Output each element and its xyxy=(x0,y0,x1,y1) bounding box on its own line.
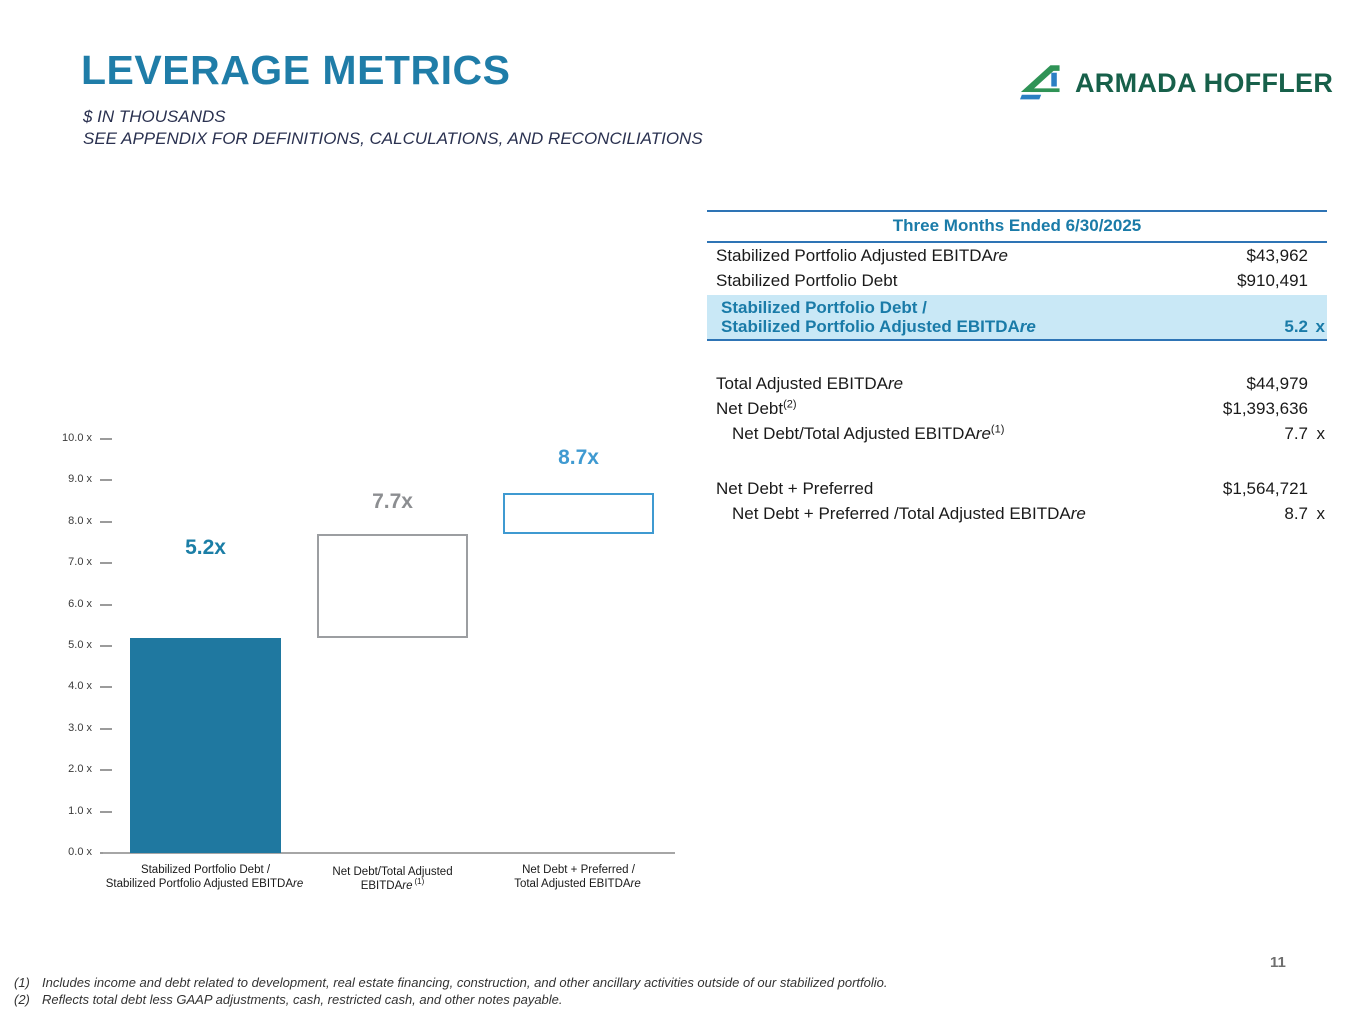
row-value: 8.7 x xyxy=(1284,504,1325,523)
row-label: Stabilized Portfolio Adjusted EBITDAre xyxy=(716,246,1008,265)
row-value: $44,979 xyxy=(1246,374,1308,393)
row-label: Net Debt + Preferred /Total Adjusted EBI… xyxy=(732,504,1086,523)
table-row: Net Debt + Preferred $1,564,721 xyxy=(707,476,1327,501)
row-label: Net Debt(2) xyxy=(716,398,797,418)
y-tick-mark xyxy=(100,686,112,689)
y-tick-label: 9.0 x xyxy=(68,473,92,486)
y-tick-mark xyxy=(100,438,112,440)
y-tick-label: 4.0 x xyxy=(68,680,92,693)
y-tick-label: 1.0 x xyxy=(68,804,92,817)
row-label: Stabilized Portfolio Debt / Stabilized P… xyxy=(721,298,1036,336)
footnotes: (1) Includes income and debt related to d… xyxy=(14,974,888,1008)
y-tick-mark xyxy=(100,645,112,647)
row-value: 7.7 x xyxy=(1284,424,1325,443)
y-tick-mark xyxy=(100,520,112,523)
page-number: 11 xyxy=(1270,954,1286,971)
footnote-1: (1) Includes income and debt related to d… xyxy=(14,975,888,990)
row-label: Net Debt + Preferred xyxy=(716,479,874,498)
y-tick-label: 0.0 x xyxy=(68,846,92,858)
bar-value-label: 5.2x xyxy=(185,535,226,559)
logo-text: ARMADA HOFFLER xyxy=(1075,68,1334,98)
bar-value-label: 7.7x xyxy=(372,490,413,514)
subtitle-appendix: SEE APPENDIX FOR DEFINITIONS, CALCULATIO… xyxy=(83,129,703,148)
y-tick-mark xyxy=(100,727,112,730)
y-tick-mark xyxy=(100,769,112,772)
chart-bar xyxy=(317,534,468,638)
y-tick-mark xyxy=(100,810,112,813)
table-row: Net Debt/Total Adjusted EBITDAre(1) 7.7 x xyxy=(707,421,1327,446)
y-tick-label: 5.0 x xyxy=(68,639,92,651)
chart-bar xyxy=(130,637,281,853)
y-tick-mark xyxy=(100,479,112,482)
row-label: Stabilized Portfolio Debt xyxy=(716,271,898,290)
row-value: $1,564,721 xyxy=(1222,479,1308,498)
x-axis-line xyxy=(103,852,675,854)
row-value: $1,393,636 xyxy=(1222,399,1308,418)
armada-hoffler-triangle-icon xyxy=(1020,60,1066,107)
table-row: Net Debt(2) $1,393,636 xyxy=(707,396,1327,421)
highlight-row: Stabilized Portfolio Debt / Stabilized P… xyxy=(707,295,1327,341)
y-tick-label: 2.0 x xyxy=(68,763,92,776)
page-title: LEVERAGE METRICS xyxy=(81,47,511,93)
x-category-label: Net Debt + Preferred / Total Adjusted EB… xyxy=(514,864,641,890)
y-tick-mark xyxy=(100,562,112,565)
y-tick-label: 3.0 x xyxy=(68,721,92,734)
row-value: $43,962 xyxy=(1246,246,1308,265)
x-category-label: Net Debt/Total Adjusted EBITDAre (1) xyxy=(332,866,453,892)
footnote-2: (2) Reflects total debt less GAAP adjustm… xyxy=(14,992,563,1007)
subtitle-units: $ IN THOUSANDS xyxy=(83,107,226,126)
row-value: $910,491 xyxy=(1237,271,1308,290)
y-tick-label: 7.0 x xyxy=(68,556,92,569)
y-tick-label: 10.0 x xyxy=(62,432,92,444)
table-row: Stabilized Portfolio Adjusted EBITDAre $… xyxy=(707,243,1327,268)
bar-value-label: 8.7x xyxy=(558,445,599,469)
subtitle-block: $ IN THOUSANDS SEE APPENDIX FOR DEFINITI… xyxy=(83,106,703,150)
row-label: Total Adjusted EBITDAre xyxy=(716,374,904,393)
y-tick-label: 8.0 x xyxy=(68,514,92,527)
x-category-label: Stabilized Portfolio Debt / Stabilized P… xyxy=(105,864,304,890)
table-row: Net Debt + Preferred /Total Adjusted EBI… xyxy=(707,501,1327,526)
y-tick-mark xyxy=(100,603,112,606)
y-tick-label: 6.0 x xyxy=(68,597,92,610)
chart-bar xyxy=(503,492,654,535)
table-header: Three Months Ended 6/30/2025 xyxy=(707,212,1327,243)
row-value: 5.2 x xyxy=(1284,317,1325,336)
row-label: Net Debt/Total Adjusted EBITDAre(1) xyxy=(732,423,1005,443)
company-logo: ARMADA HOFFLER xyxy=(1020,60,1333,107)
table-row: Total Adjusted EBITDAre $44,979 xyxy=(707,371,1327,396)
metrics-table: Three Months Ended 6/30/2025 Stabilized … xyxy=(707,210,1327,526)
table-row: Stabilized Portfolio Debt $910,491 xyxy=(707,268,1327,293)
